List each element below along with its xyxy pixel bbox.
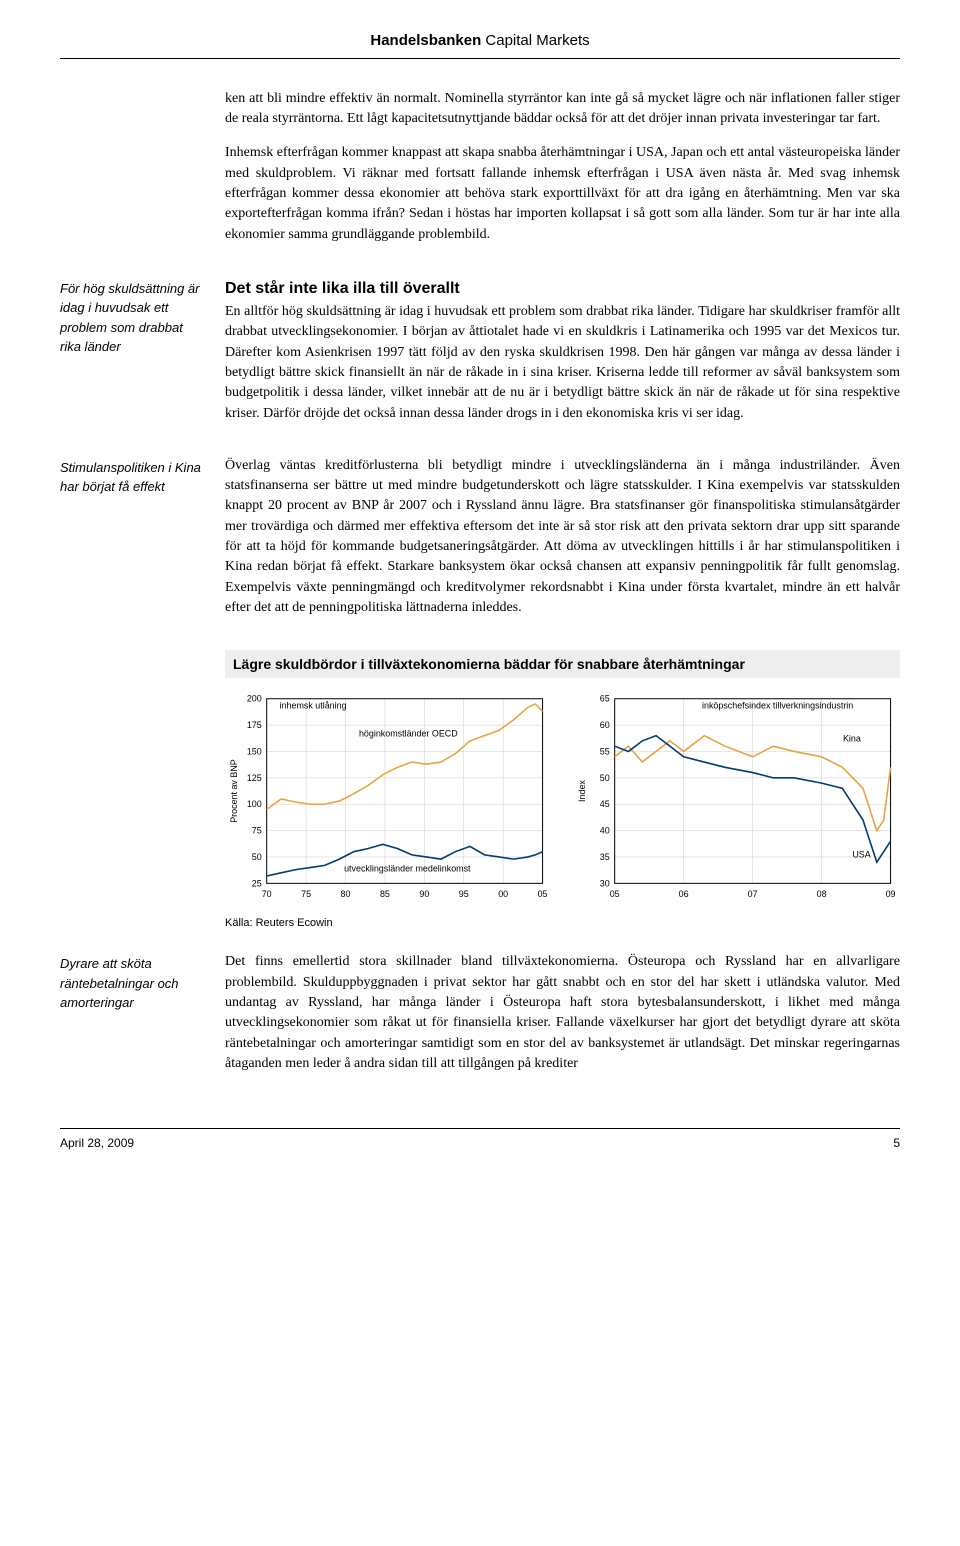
- main-p3: Det står inte lika illa till överallt En…: [225, 277, 900, 438]
- svg-text:70: 70: [262, 890, 272, 900]
- svg-text:40: 40: [599, 826, 609, 836]
- svg-text:50: 50: [252, 852, 262, 862]
- svg-text:60: 60: [599, 721, 609, 731]
- svg-text:75: 75: [252, 826, 262, 836]
- svg-text:90: 90: [419, 890, 429, 900]
- svg-text:150: 150: [247, 747, 262, 757]
- svg-text:65: 65: [599, 694, 609, 704]
- svg-text:35: 35: [599, 852, 609, 862]
- paragraph-2: Inhemsk efterfrågan kommer knappast att …: [225, 143, 900, 244]
- svg-text:08: 08: [816, 890, 826, 900]
- paragraph-5: Det finns emellertid stora skillnader bl…: [225, 952, 900, 1074]
- svg-text:Kina: Kina: [842, 734, 860, 744]
- svg-text:00: 00: [498, 890, 508, 900]
- row-p4: Stimulanspolitiken i Kina har börjat få …: [60, 456, 900, 632]
- paragraph-1: ken att bli mindre effektiv än normalt. …: [225, 89, 900, 130]
- svg-text:07: 07: [747, 890, 757, 900]
- chart-title: Lägre skuldbördor i tillväxtekonomierna …: [225, 650, 900, 678]
- svg-text:55: 55: [599, 747, 609, 757]
- row-p1: ken att bli mindre effektiv än normalt. …: [60, 89, 900, 259]
- main-p4: Överlag väntas kreditförlusterna bli bet…: [225, 456, 900, 632]
- brand-bold: Handelsbanken: [370, 32, 481, 49]
- svg-text:05: 05: [538, 890, 548, 900]
- svg-text:Index: Index: [576, 780, 586, 802]
- paragraph-4: Överlag väntas kreditförlusterna bli bet…: [225, 456, 900, 618]
- sidenote-2: Stimulanspolitiken i Kina har börjat få …: [60, 456, 205, 632]
- svg-text:höginkomstländer OECD: höginkomstländer OECD: [359, 729, 458, 739]
- main-p1-2: ken att bli mindre effektiv än normalt. …: [225, 89, 900, 259]
- svg-text:200: 200: [247, 694, 262, 704]
- svg-text:50: 50: [599, 773, 609, 783]
- chart-source: Källa: Reuters Ecowin: [225, 916, 900, 932]
- svg-text:Procent av BNP: Procent av BNP: [229, 760, 239, 824]
- svg-text:30: 30: [599, 879, 609, 889]
- sidenote-1: För hög skuldsättning är idag i huvudsak…: [60, 277, 205, 438]
- row-p3: För hög skuldsättning är idag i huvudsak…: [60, 277, 900, 438]
- svg-text:USA: USA: [852, 850, 870, 860]
- svg-text:100: 100: [247, 800, 262, 810]
- svg-text:45: 45: [599, 800, 609, 810]
- svg-text:95: 95: [459, 890, 469, 900]
- svg-text:25: 25: [252, 879, 262, 889]
- charts-row: 25 50 75 100 125 150 175 200 70 75 80 85 90 95 00 05 Pro…: [225, 686, 900, 906]
- footer-date: April 28, 2009: [60, 1135, 134, 1152]
- svg-text:05: 05: [609, 890, 619, 900]
- svg-text:inköpschefsindex tillverknings: inköpschefsindex tillverkningsindustrin: [702, 701, 853, 711]
- svg-text:80: 80: [341, 890, 351, 900]
- svg-text:utvecklingsländer medelinkomst: utvecklingsländer medelinkomst: [344, 864, 471, 874]
- brand-rest: Capital Markets: [481, 32, 589, 49]
- sidenote-empty-1: [60, 89, 205, 259]
- svg-text:175: 175: [247, 721, 262, 731]
- svg-text:09: 09: [885, 890, 895, 900]
- main-p5: Det finns emellertid stora skillnader bl…: [225, 952, 900, 1088]
- chart-left: 25 50 75 100 125 150 175 200 70 75 80 85 90 95 00 05 Pro…: [225, 686, 553, 906]
- svg-text:06: 06: [678, 890, 688, 900]
- svg-text:inhemsk utlåning: inhemsk utlåning: [280, 701, 347, 711]
- page-footer: April 28, 2009 5: [60, 1128, 900, 1152]
- svg-text:125: 125: [247, 773, 262, 783]
- paragraph-3: En alltför hög skuldsättning är idag i h…: [225, 302, 900, 424]
- sidenote-3: Dyrare att sköta räntebetalningar och am…: [60, 952, 205, 1088]
- svg-text:85: 85: [380, 890, 390, 900]
- page-header: Handelsbanken Capital Markets: [60, 30, 900, 59]
- chart-right: 30 35 40 45 50 55 60 65 05 06 07 08 09 Index inköpsche…: [573, 686, 901, 906]
- section-heading-1: Det står inte lika illa till överallt: [225, 277, 900, 300]
- footer-page: 5: [893, 1135, 900, 1152]
- svg-text:75: 75: [301, 890, 311, 900]
- row-p5: Dyrare att sköta räntebetalningar och am…: [60, 952, 900, 1088]
- chart-block: Lägre skuldbördor i tillväxtekonomierna …: [225, 650, 900, 932]
